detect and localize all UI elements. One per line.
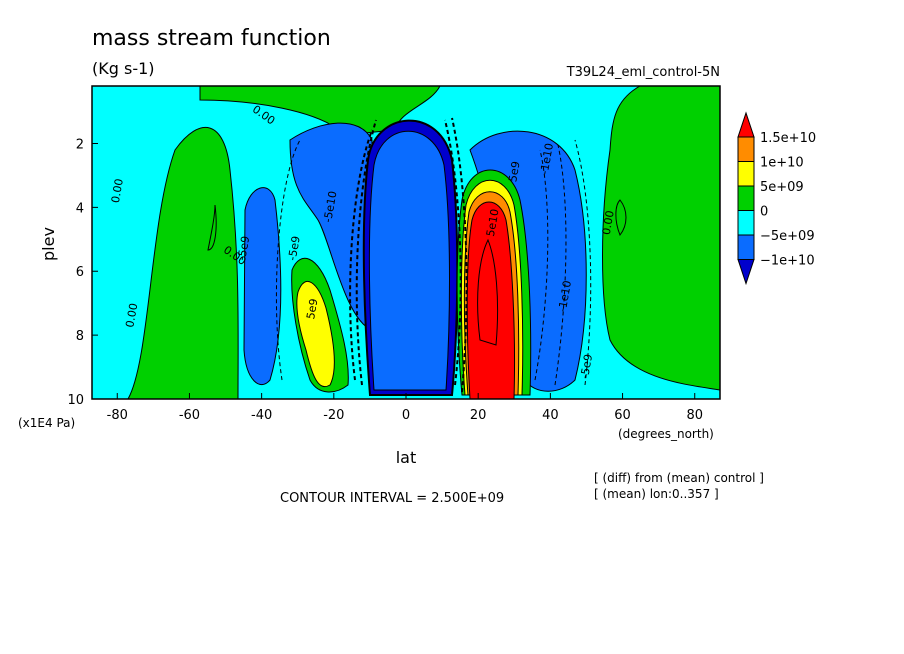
- negative-cell-south-mid: [289, 122, 373, 331]
- contour-label: 0.00: [600, 210, 617, 236]
- x-tick-label: 60: [614, 408, 631, 423]
- run-label: T39L24_eml_control-5N: [566, 65, 720, 80]
- legend-swatch: [737, 161, 755, 187]
- legend-swatch: [737, 259, 755, 286]
- x-axis-label: lat: [396, 448, 417, 467]
- contour-label: 0.00: [109, 178, 126, 204]
- y-tick-label: 6: [76, 265, 84, 280]
- color-legend: 1.5e+10 1e+10 5e+09 0 −5e+09 −1e+10: [737, 111, 816, 286]
- y-axis-units: (x1E4 Pa): [18, 416, 75, 430]
- chart-title: mass stream function: [92, 26, 331, 51]
- contour-label: -5e9: [286, 235, 303, 262]
- x-axis: -80 -60 -40 -20 0 20 40 60 80: [107, 393, 703, 423]
- x-tick-label: -20: [323, 408, 344, 423]
- contour-label: -1e10: [556, 279, 574, 313]
- legend-label: 5e+09: [760, 180, 804, 195]
- units-label: (Kg s-1): [92, 59, 155, 78]
- x-axis-units: (degrees_north): [618, 427, 714, 441]
- legend-swatch: [737, 234, 755, 260]
- contour-label: -5e9: [235, 235, 252, 262]
- contour-label: 5e10: [484, 208, 502, 238]
- x-tick-label: -40: [251, 408, 272, 423]
- y-axis-label: plev: [39, 227, 58, 261]
- y-tick-label: 4: [76, 201, 84, 216]
- negative-fill-equator: [368, 130, 450, 391]
- positive-core-south: [296, 280, 335, 388]
- positive-region-north: [602, 86, 720, 391]
- legend-swatch: [737, 185, 755, 211]
- legend-swatch: [737, 111, 755, 138]
- legend-label: 1e+10: [760, 156, 804, 171]
- contour-label: -1e10: [538, 142, 556, 176]
- x-tick-label: -80: [107, 408, 128, 423]
- legend-label: −5e+09: [760, 229, 815, 244]
- y-axis: 2 4 6 8 10: [67, 137, 98, 408]
- note-mean: [ (mean) lon:0..357 ]: [594, 487, 719, 501]
- legend-label: 0: [760, 205, 768, 220]
- y-tick-label: 8: [76, 329, 84, 344]
- contour-label: 0.00: [123, 302, 140, 328]
- x-tick-label: -60: [179, 408, 200, 423]
- legend-label: 1.5e+10: [760, 131, 816, 146]
- contour-label: 5e9: [304, 298, 320, 321]
- contour-label: 5e9: [506, 160, 522, 183]
- x-tick-label: 0: [402, 408, 410, 423]
- note-diff: [ (diff) from (mean) control ]: [594, 471, 764, 485]
- legend-swatch: [737, 210, 755, 236]
- x-tick-label: 40: [542, 408, 559, 423]
- y-tick-label: 2: [76, 137, 84, 152]
- x-tick-label: 20: [470, 408, 487, 423]
- contour-label: -5e10: [321, 190, 339, 224]
- y-tick-label: 10: [67, 393, 84, 408]
- negative-cell-south: [243, 187, 282, 386]
- legend-label: −1e+10: [760, 254, 815, 269]
- positive-region-south: [92, 86, 239, 399]
- legend-swatch: [737, 136, 755, 162]
- contour-lines: [207, 117, 627, 393]
- x-tick-label: 80: [686, 408, 703, 423]
- contour-interval: CONTOUR INTERVAL = 2.500E+09: [280, 491, 504, 506]
- contour-label: -5e9: [578, 353, 595, 380]
